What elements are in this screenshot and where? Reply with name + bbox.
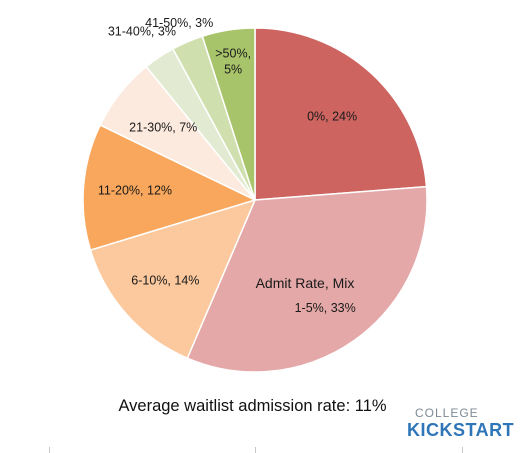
pie-slice-0 <box>254 27 428 201</box>
logo-bottom-text: KICKSTART <box>407 420 515 440</box>
slice-label-7: >50%, 5% <box>215 47 251 77</box>
tick-mark <box>462 447 463 453</box>
slice-label-5: 31-40%, 3% <box>108 24 176 38</box>
pie-slice-7 <box>201 27 256 201</box>
slice-label-1: 1-5%, 33% <box>295 301 356 315</box>
pie-slice-1 <box>186 185 428 373</box>
tick-mark <box>49 447 50 453</box>
pie-labels: 0%, 24% 1-5%, 33% 6-10%, 14% 11-20%, 12% 21-… <box>98 16 357 315</box>
slice-label-4: 21-30%, 7% <box>129 120 197 134</box>
logo-top-text: COLLEGE <box>415 406 479 420</box>
slice-label-0: 0%, 24% <box>307 110 357 124</box>
tick-mark <box>255 447 256 453</box>
pie-slice-3 <box>82 124 258 252</box>
slice-label-2: 6-10%, 14% <box>131 273 199 287</box>
college-kickstart-logo: COLLEGE KICKSTART <box>407 406 515 441</box>
pie-slices <box>82 27 428 373</box>
slice-label-3: 11-20%, 12% <box>98 184 172 198</box>
caption: Average waitlist admission rate: 11% <box>118 397 387 415</box>
pie-slice-2 <box>89 198 257 360</box>
chart-annotation: Admit Rate, Mix <box>256 275 355 291</box>
slice-label-6: 41-50%, 3% <box>145 16 213 30</box>
